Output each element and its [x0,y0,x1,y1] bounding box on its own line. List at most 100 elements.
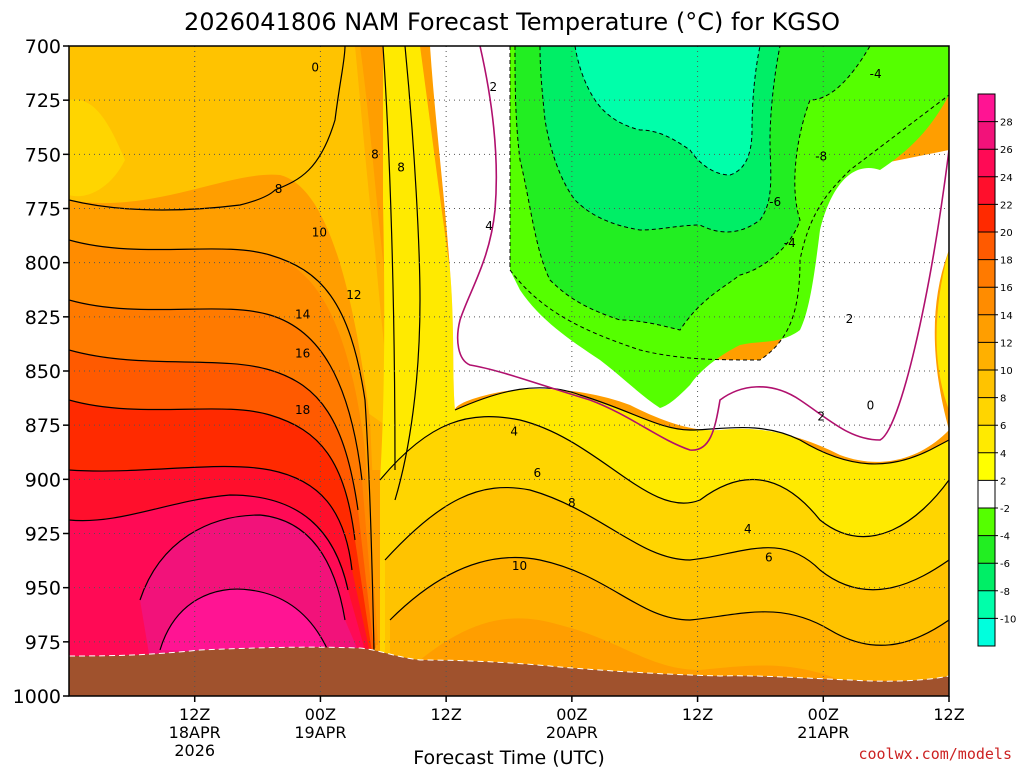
contour-label: 6 [533,466,541,480]
colorbar-label: 6 [1000,421,1006,432]
x-tick-label: 12Z [179,705,210,724]
y-tick-label: 925 [25,524,61,546]
contour-label: 10 [312,225,327,239]
colorbar-label: 14 [1000,311,1013,322]
x-tick-label: 18APR [169,723,221,742]
contour-label: 4 [510,425,518,439]
colorbar-swatch [978,342,995,371]
contour-label: -4 [870,67,882,81]
colorbar-label: 22 [1000,200,1013,211]
colorbar-label: 18 [1000,256,1013,267]
y-tick-label: 950 [25,578,61,600]
colorbar: 28 26 24 22 20 18 16 14 12 10 8 6 4 2 -2 -4 -6 -8 -10 [977,93,1016,647]
grid [69,46,950,696]
y-tick-label: 975 [25,632,61,654]
colorbar-swatch [978,452,995,481]
fill-band-0-2 [430,46,949,462]
contour-label: 18 [295,403,310,417]
fill-band-2-4 [380,46,949,537]
x-tick-label: 00Z [305,705,336,724]
colorbar-label: 2 [1000,476,1006,487]
colorbar-label: -8 [1000,587,1010,598]
contour-lines [69,46,949,656]
x-tick-label: 00Z [808,705,839,724]
colorbar-label: 10 [1000,366,1013,377]
colorbar-swatch [978,480,995,509]
colorbar-swatch [978,618,995,647]
contour-label: 8 [371,147,379,161]
temperature-fill [69,46,949,696]
colorbar-label: 4 [1000,449,1006,460]
y-tick-label: 800 [25,253,61,275]
x-tick-label: 19APR [294,723,346,742]
credit-text: coolwx.com/models [858,745,1012,763]
colorbar-swatch [978,204,995,233]
colorbar-label: 28 [1000,118,1013,129]
colorbar-label: 16 [1000,283,1013,294]
y-tick-label: 900 [25,469,61,491]
colorbar-label: -4 [1000,532,1010,543]
terrain-ground [69,647,949,696]
contour-lines-negative [509,46,949,361]
contour-label: 8 [275,182,283,196]
colorbar-swatch [978,590,995,619]
colorbar-swatch [978,425,995,454]
y-tick-label: 700 [25,36,61,58]
y-tick-label: 1000 [13,686,61,708]
fill-band-26-28 [160,589,330,655]
contour-label: 4 [485,219,493,233]
x-axis-title: Forecast Time (UTC) [413,747,604,768]
contour-label: 2 [817,410,825,424]
y-tick-label: 750 [25,144,61,166]
colorbar-label: 26 [1000,145,1013,156]
fill-band-2-4-edge [936,250,949,410]
y-tick-label: 850 [25,361,61,383]
colorbar-label: 12 [1000,338,1013,349]
contour-label: 12 [346,288,361,302]
x-tick-label: 12Z [933,705,964,724]
contour-label: 0 [311,61,319,75]
colorbar-swatch [978,314,995,343]
colorbar-swatch [978,397,995,426]
fill-band-neg10-neg8 [575,46,760,175]
contour-label: 8 [397,160,405,174]
contour-label: 6 [765,550,773,564]
contour-label: 2 [846,312,854,326]
x-tick-label: 12Z [430,705,461,724]
y-tick-label: 825 [25,307,61,329]
colorbar-label: -6 [1000,559,1010,570]
colorbar-label: 20 [1000,228,1013,239]
contour-label: 0 [867,399,875,413]
terrain-edge [68,646,950,682]
colorbar-swatch [978,508,995,537]
x-tick-label: 12Z [682,705,713,724]
fill-pocket-6-8 [69,99,125,197]
x-tick-label: 00Z [556,705,587,724]
y-tick-label: 875 [25,415,61,437]
colorbar-label: 8 [1000,394,1006,405]
x-tick-label: 2026 [174,741,215,760]
colorbar-swatch [978,94,995,123]
chart-title: 2026041806 NAM Forecast Temperature (°C)… [184,8,840,36]
contour-label: 8 [568,496,576,510]
colorbar-swatch [978,535,995,564]
colorbar-label: -2 [1000,504,1010,515]
contour-label: -6 [769,195,781,209]
colorbar-swatch [978,232,995,261]
y-tick-label: 775 [25,199,61,221]
colorbar-swatch [978,563,995,592]
x-tick-label: 20APR [546,723,598,742]
x-tick-label: 21APR [797,723,849,742]
colorbar-swatch [978,370,995,399]
contour-label: -8 [815,150,827,164]
colorbar-swatch [978,121,995,150]
y-tick-label: 725 [25,90,61,112]
contour-label: 2 [489,80,497,94]
contour-label: 14 [295,308,310,322]
freezing-line [456,46,949,451]
contour-label: 10 [512,559,527,573]
colorbar-swatch [978,149,995,178]
contour-label: -4 [784,236,796,250]
